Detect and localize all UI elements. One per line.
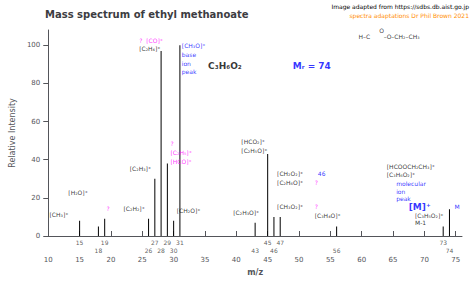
svg-text:[C₃H₆O₂]⁺: [C₃H₆O₂]⁺ bbox=[387, 171, 416, 178]
svg-text:molecular: molecular bbox=[396, 180, 426, 187]
svg-text:H–C: H–C bbox=[359, 33, 371, 40]
svg-text:29: 29 bbox=[164, 239, 172, 246]
svg-text:30: 30 bbox=[170, 247, 178, 254]
svg-text:[CH₂O]⁺: [CH₂O]⁺ bbox=[177, 207, 201, 214]
svg-text:peak: peak bbox=[396, 195, 411, 203]
svg-text:Mᵣ = 74: Mᵣ = 74 bbox=[293, 61, 331, 71]
svg-text:[HCOOCH₂CH₃]⁺: [HCOOCH₂CH₃]⁺ bbox=[387, 163, 435, 170]
svg-text:? [CO]⁺: ? [CO]⁺ bbox=[139, 37, 163, 44]
svg-text:base: base bbox=[182, 51, 197, 58]
svg-text:M-1: M-1 bbox=[415, 219, 426, 226]
svg-text:18: 18 bbox=[95, 247, 103, 254]
svg-text:35: 35 bbox=[201, 256, 210, 264]
svg-text:Image adapted from https://sdb: Image adapted from https://sdbs.db.aist.… bbox=[331, 3, 469, 11]
svg-text:[M]⁺: [M]⁺ bbox=[409, 202, 431, 212]
svg-text:27: 27 bbox=[151, 239, 159, 246]
svg-text:[C₂H₃]⁺: [C₂H₃]⁺ bbox=[130, 165, 151, 172]
svg-text:Mass spectrum of ethyl methano: Mass spectrum of ethyl methanoate bbox=[45, 9, 249, 20]
svg-text:80: 80 bbox=[31, 79, 40, 87]
svg-text:[HCO₂]⁺: [HCO₂]⁺ bbox=[241, 138, 265, 145]
svg-text:45: 45 bbox=[264, 239, 272, 246]
svg-text:[H₂O]⁺: [H₂O]⁺ bbox=[68, 189, 88, 196]
svg-text:m/z: m/z bbox=[247, 268, 263, 277]
svg-text:[HCO]⁺: [HCO]⁺ bbox=[171, 158, 192, 165]
svg-text:40: 40 bbox=[232, 256, 241, 264]
svg-text:31: 31 bbox=[176, 239, 184, 246]
svg-text:20: 20 bbox=[106, 256, 115, 264]
svg-text:25: 25 bbox=[138, 256, 147, 264]
svg-text:M: M bbox=[454, 203, 459, 210]
svg-text:[CH₃]⁺: [CH₃]⁺ bbox=[50, 211, 69, 218]
svg-text:O: O bbox=[379, 27, 384, 35]
svg-text:0: 0 bbox=[36, 232, 40, 240]
svg-text:[C₃H₄O]⁺: [C₃H₄O]⁺ bbox=[315, 212, 341, 219]
svg-text:50: 50 bbox=[295, 256, 304, 264]
svg-text:47: 47 bbox=[276, 239, 284, 246]
svg-text:19: 19 bbox=[101, 239, 109, 246]
svg-text:spectra adaptations Dr Phil Br: spectra adaptations Dr Phil Brown 2021 bbox=[349, 12, 469, 20]
svg-text:[CH₃O]⁺: [CH₃O]⁺ bbox=[182, 42, 206, 49]
svg-text:ion: ion bbox=[396, 188, 405, 195]
svg-text:60: 60 bbox=[357, 256, 366, 264]
svg-text:46: 46 bbox=[270, 247, 278, 254]
svg-text:65: 65 bbox=[389, 256, 398, 264]
svg-text:15: 15 bbox=[75, 256, 84, 264]
svg-text:[C₂H₅O]⁺: [C₂H₅O]⁺ bbox=[241, 147, 267, 154]
svg-text:100: 100 bbox=[27, 41, 40, 49]
svg-text:55: 55 bbox=[326, 256, 335, 264]
svg-text:?: ? bbox=[107, 205, 110, 212]
svg-text:75: 75 bbox=[451, 256, 460, 264]
svg-text:20: 20 bbox=[31, 194, 40, 202]
svg-text:C₃H₆O₂: C₃H₆O₂ bbox=[208, 61, 242, 71]
svg-text:ion: ion bbox=[182, 60, 191, 67]
svg-text:[C₂H₆O]⁺: [C₂H₆O]⁺ bbox=[277, 179, 303, 186]
svg-text:73: 73 bbox=[439, 239, 447, 246]
svg-text:60: 60 bbox=[31, 118, 40, 126]
svg-text:?: ? bbox=[315, 179, 318, 186]
svg-text:74: 74 bbox=[446, 247, 454, 254]
svg-text:40: 40 bbox=[31, 156, 40, 164]
svg-text:[C₂H₃O]⁺: [C₂H₃O]⁺ bbox=[233, 209, 259, 216]
svg-text:–O–CH₂–CH₃: –O–CH₂–CH₃ bbox=[384, 33, 421, 40]
svg-text:30: 30 bbox=[169, 256, 178, 264]
svg-text:45: 45 bbox=[263, 256, 272, 264]
svg-text:10: 10 bbox=[44, 256, 53, 264]
svg-text:[C₂H₅]⁺: [C₂H₅]⁺ bbox=[171, 149, 192, 156]
svg-text:[CH₃O₂]⁺: [CH₃O₂]⁺ bbox=[277, 203, 303, 210]
svg-text:[C₂H₄]⁺: [C₂H₄]⁺ bbox=[139, 45, 160, 52]
svg-text:?: ? bbox=[171, 140, 174, 147]
svg-text:43: 43 bbox=[251, 247, 259, 254]
svg-text:70: 70 bbox=[420, 256, 429, 264]
svg-text:28: 28 bbox=[157, 247, 165, 254]
svg-text:[C₂H₂]⁺: [C₂H₂]⁺ bbox=[123, 205, 144, 212]
svg-text:Relative Intensity: Relative Intensity bbox=[8, 98, 17, 168]
svg-text:[CH₂O₂]⁺: [CH₂O₂]⁺ bbox=[277, 170, 303, 177]
svg-text:[C₃H₅O₂]⁺: [C₃H₅O₂]⁺ bbox=[415, 212, 444, 220]
svg-text:?: ? bbox=[315, 203, 318, 210]
svg-text:15: 15 bbox=[76, 239, 84, 246]
svg-text:56: 56 bbox=[333, 247, 341, 254]
svg-text:peak: peak bbox=[182, 68, 197, 76]
svg-text:46: 46 bbox=[318, 170, 326, 177]
svg-text:26: 26 bbox=[145, 247, 153, 254]
